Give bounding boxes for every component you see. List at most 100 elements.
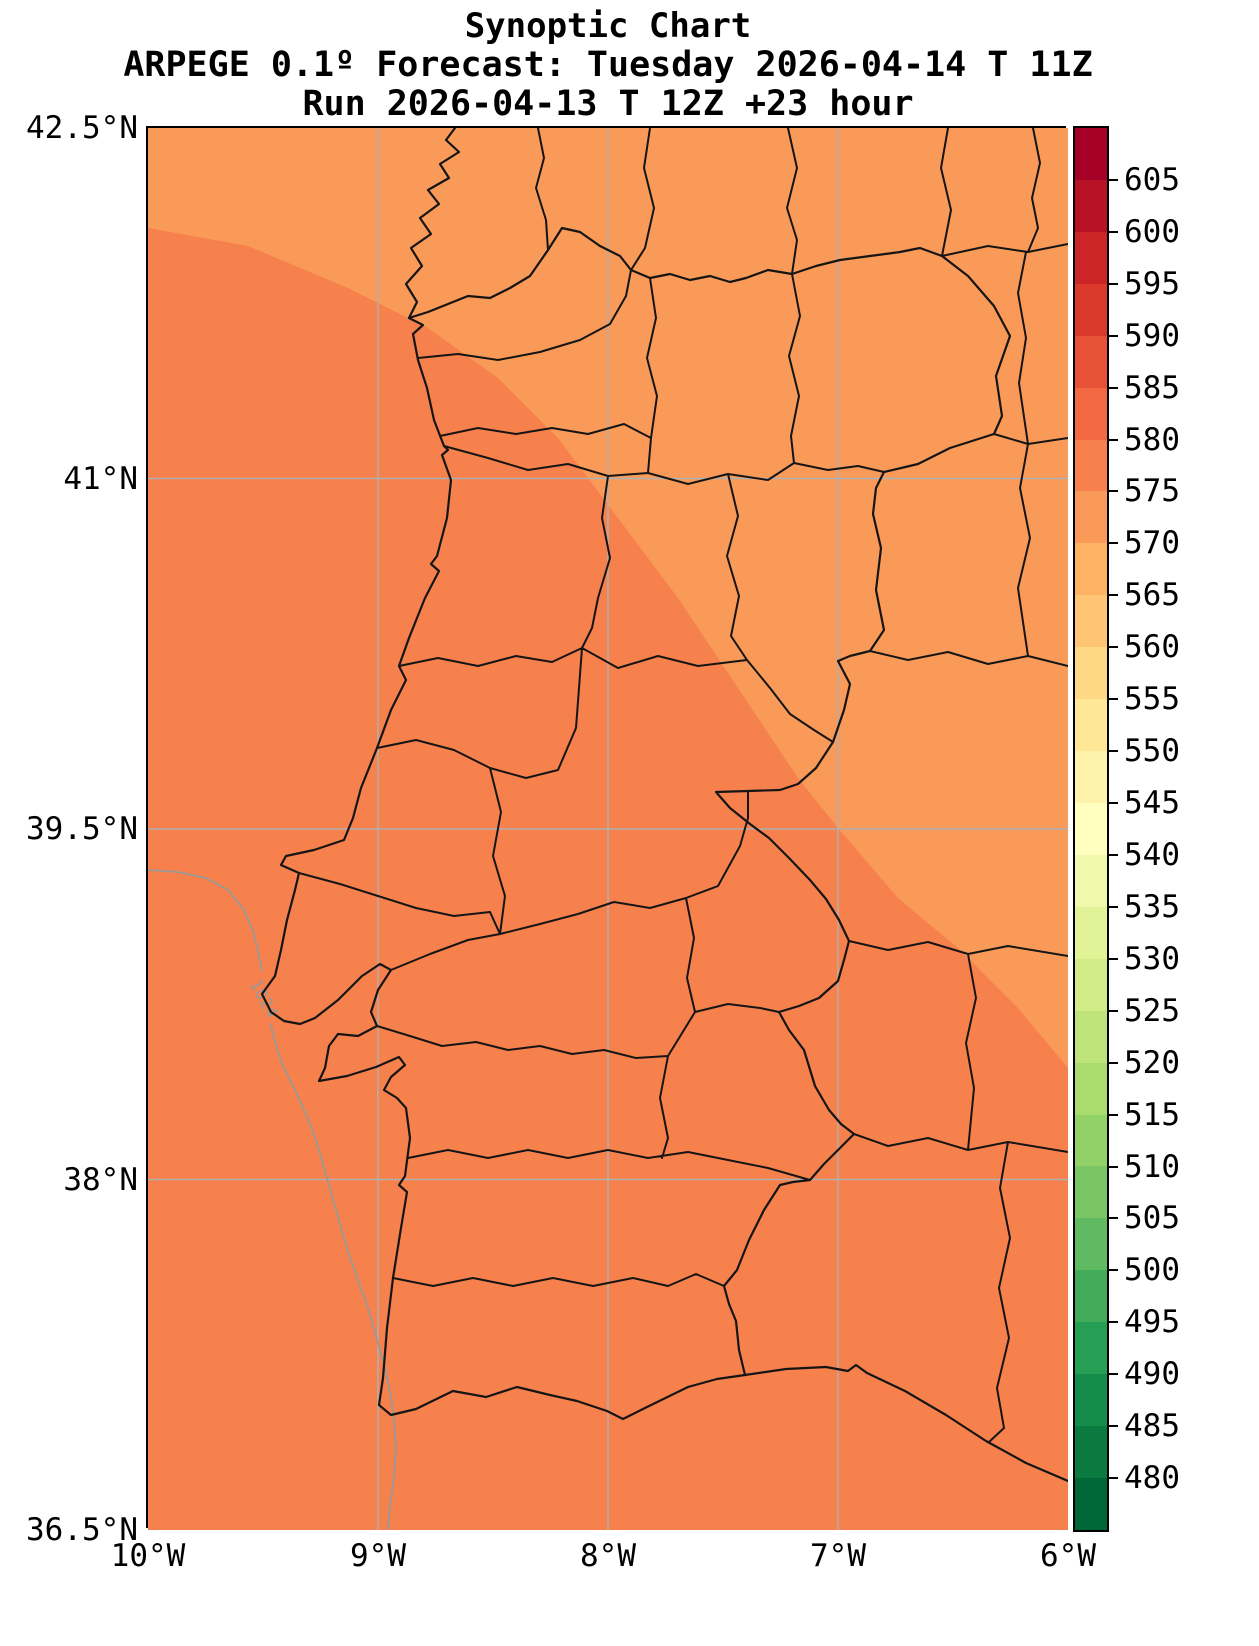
colorbar-tick-label: 580 bbox=[1124, 421, 1180, 458]
colorbar-tick bbox=[1109, 386, 1118, 389]
colorbar-tick-label: 490 bbox=[1124, 1356, 1180, 1393]
colorbar-tick bbox=[1109, 334, 1118, 337]
colorbar-band bbox=[1075, 179, 1107, 232]
colorbar-band bbox=[1075, 1374, 1107, 1427]
colorbar-tick bbox=[1109, 646, 1118, 649]
colorbar-tick-label: 600 bbox=[1124, 213, 1180, 250]
portugal-spain-border bbox=[407, 226, 1012, 1377]
colorbar-tick bbox=[1109, 1113, 1118, 1116]
colorbar-tick bbox=[1109, 1425, 1118, 1428]
colorbar-band bbox=[1075, 1322, 1107, 1375]
colorbar-tick-label: 595 bbox=[1124, 265, 1180, 302]
colorbar-tick bbox=[1109, 230, 1118, 233]
lon-tick-label: 8°W bbox=[580, 1538, 636, 1574]
colorbar-band bbox=[1075, 1114, 1107, 1167]
colorbar-band bbox=[1075, 439, 1107, 492]
chart-title-block: Synoptic Chart ARPEGE 0.1º Forecast: Tue… bbox=[0, 6, 1216, 124]
colorbar-band bbox=[1075, 906, 1107, 959]
colorbar-tick bbox=[1109, 1321, 1118, 1324]
map-plot-area: 1024 bbox=[146, 126, 1068, 1530]
colorbar-tick-label: 565 bbox=[1124, 577, 1180, 614]
colorbar-band bbox=[1075, 595, 1107, 648]
colorbar bbox=[1073, 126, 1109, 1532]
lon-tick-label: 7°W bbox=[810, 1538, 866, 1574]
colorbar-band bbox=[1075, 1010, 1107, 1063]
lat-tick-label: 36.5°N bbox=[26, 1512, 138, 1548]
colorbar-band bbox=[1075, 802, 1107, 855]
colorbar-band bbox=[1075, 491, 1107, 544]
colorbar-band bbox=[1075, 958, 1107, 1011]
colorbar-band bbox=[1075, 1270, 1107, 1323]
lon-tick-label: 9°W bbox=[350, 1538, 406, 1574]
colorbar-band bbox=[1075, 1062, 1107, 1115]
colorbar-tick-label: 480 bbox=[1124, 1460, 1180, 1497]
colorbar-tick bbox=[1109, 750, 1118, 753]
colorbar-band bbox=[1075, 699, 1107, 752]
colorbar-tick bbox=[1109, 1373, 1118, 1376]
colorbar-tick bbox=[1109, 438, 1118, 441]
colorbar-tick-label: 590 bbox=[1124, 317, 1180, 354]
colorbar-tick bbox=[1109, 542, 1118, 545]
colorbar-tick bbox=[1109, 905, 1118, 908]
chart-subtitle-forecast: ARPEGE 0.1º Forecast: Tuesday 2026-04-14… bbox=[123, 45, 1093, 85]
colorbar-band bbox=[1075, 1218, 1107, 1271]
colorbar-tick bbox=[1109, 282, 1118, 285]
colorbar-tick bbox=[1109, 698, 1118, 701]
colorbar-tick-label: 485 bbox=[1124, 1408, 1180, 1445]
chart-title: Synoptic Chart bbox=[464, 6, 752, 46]
colorbar-tick bbox=[1109, 957, 1118, 960]
colorbar-band bbox=[1075, 854, 1107, 907]
graticule-gridlines bbox=[148, 128, 1068, 1530]
colorbar-tick-label: 495 bbox=[1124, 1304, 1180, 1341]
district-boundaries bbox=[298, 128, 1068, 1443]
colorbar-band bbox=[1075, 335, 1107, 388]
colorbar-band bbox=[1075, 128, 1107, 180]
colorbar-band bbox=[1075, 387, 1107, 440]
colorbar-tick bbox=[1109, 853, 1118, 856]
admin-boundaries bbox=[260, 128, 1068, 1483]
colorbar-tick-label: 605 bbox=[1124, 161, 1180, 198]
colorbar-tick-label: 540 bbox=[1124, 836, 1180, 873]
colorbar-tick-label: 510 bbox=[1124, 1148, 1180, 1185]
colorbar-band bbox=[1075, 231, 1107, 284]
colorbar-tick-label: 560 bbox=[1124, 629, 1180, 666]
lat-tick-label: 38°N bbox=[63, 1161, 138, 1198]
colorbar-tick-label: 535 bbox=[1124, 888, 1180, 925]
colorbar-tick-label: 575 bbox=[1124, 473, 1180, 510]
colorbar-tick-label: 530 bbox=[1124, 940, 1180, 977]
colorbar-tick bbox=[1109, 1217, 1118, 1220]
lat-tick-label: 41°N bbox=[63, 460, 138, 497]
colorbar-tick bbox=[1109, 178, 1118, 181]
colorbar-tick-label: 585 bbox=[1124, 369, 1180, 406]
map-canvas: 1024 bbox=[148, 128, 1068, 1530]
colorbar-band bbox=[1075, 647, 1107, 700]
colorbar-tick bbox=[1109, 1269, 1118, 1272]
coastline bbox=[260, 128, 1068, 1483]
colorbar-tick bbox=[1109, 802, 1118, 805]
colorbar-tick bbox=[1109, 1165, 1118, 1168]
colorbar-band bbox=[1075, 1426, 1107, 1478]
colorbar-band bbox=[1075, 543, 1107, 596]
colorbar-tick bbox=[1109, 1477, 1118, 1480]
colorbar-tick-label: 570 bbox=[1124, 525, 1180, 562]
chart-subtitle-run: Run 2026-04-13 T 12Z +23 hour bbox=[302, 84, 914, 124]
lon-tick-label: 6°W bbox=[1040, 1538, 1096, 1574]
colorbar-tick bbox=[1109, 594, 1118, 597]
colorbar-tick-label: 545 bbox=[1124, 785, 1180, 822]
colorbar-tick bbox=[1109, 1061, 1118, 1064]
colorbar-tick bbox=[1109, 1009, 1118, 1012]
colorbar-bands bbox=[1075, 128, 1107, 1530]
colorbar-band bbox=[1075, 1477, 1107, 1530]
colorbar-band bbox=[1075, 1166, 1107, 1219]
isobar-1024 bbox=[148, 869, 397, 1530]
colorbar-tick bbox=[1109, 490, 1118, 493]
colorbar-tick-label: 525 bbox=[1124, 992, 1180, 1029]
colorbar-tick-label: 520 bbox=[1124, 1044, 1180, 1081]
colorbar-tick-label: 505 bbox=[1124, 1200, 1180, 1237]
lat-tick-label: 42.5°N bbox=[26, 110, 138, 146]
lon-tick-label: 10°W bbox=[110, 1538, 186, 1574]
colorbar-band bbox=[1075, 283, 1107, 336]
colorbar-tick-label: 500 bbox=[1124, 1252, 1180, 1289]
colorbar-tick-label: 555 bbox=[1124, 681, 1180, 718]
